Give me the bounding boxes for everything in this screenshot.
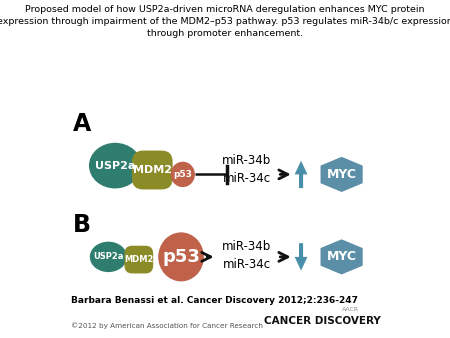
FancyArrow shape	[295, 161, 307, 188]
Text: B: B	[73, 213, 91, 237]
Text: MYC: MYC	[327, 250, 356, 263]
Text: ©2012 by American Association for Cancer Research: ©2012 by American Association for Cancer…	[71, 323, 263, 330]
FancyBboxPatch shape	[125, 246, 153, 273]
Ellipse shape	[171, 162, 195, 187]
Ellipse shape	[90, 242, 127, 272]
Text: miR-34b
miR-34c: miR-34b miR-34c	[222, 240, 272, 271]
Text: MDM2: MDM2	[133, 165, 172, 175]
Text: USP2a: USP2a	[95, 161, 135, 171]
Text: Proposed model of how USP2a-driven microRNA deregulation enhances MYC protein
ex: Proposed model of how USP2a-driven micro…	[0, 5, 450, 38]
Polygon shape	[320, 157, 363, 192]
Text: MYC: MYC	[327, 168, 356, 181]
Ellipse shape	[89, 143, 141, 189]
Text: Barbara Benassi et al. Cancer Discovery 2012;2:236-247: Barbara Benassi et al. Cancer Discovery …	[71, 296, 358, 305]
Text: p53: p53	[162, 248, 200, 266]
FancyArrow shape	[295, 243, 307, 270]
Text: USP2a: USP2a	[93, 252, 124, 261]
Text: MDM2: MDM2	[124, 255, 153, 264]
Ellipse shape	[158, 233, 204, 281]
Text: miR-34b
miR-34c: miR-34b miR-34c	[222, 153, 272, 185]
Polygon shape	[320, 239, 363, 274]
Text: CANCER DISCOVERY: CANCER DISCOVERY	[264, 316, 381, 326]
Text: p53: p53	[173, 170, 192, 179]
Text: A: A	[73, 112, 91, 136]
FancyBboxPatch shape	[132, 151, 173, 189]
Text: AACR: AACR	[342, 307, 359, 312]
